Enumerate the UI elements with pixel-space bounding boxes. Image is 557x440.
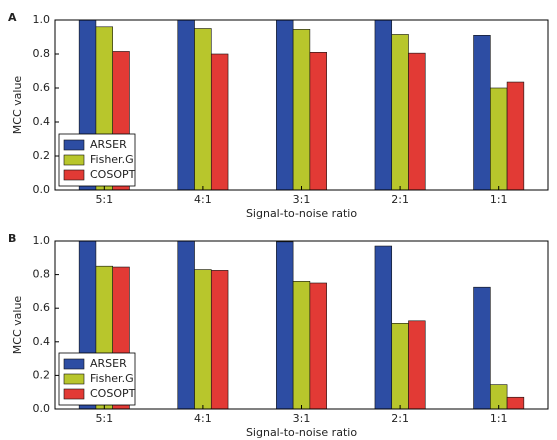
- bar: [194, 28, 212, 191]
- panel-label: B: [8, 232, 16, 245]
- legend-label: Fisher.G: [90, 372, 134, 385]
- x-tick-label: 4:1: [194, 193, 212, 206]
- y-tick-label: 0.6: [33, 301, 51, 314]
- bar: [177, 240, 195, 410]
- x-axis-label: Signal-to-noise ratio: [246, 207, 357, 220]
- x-tick-label: 5:1: [95, 412, 113, 425]
- bar: [391, 323, 409, 410]
- bar: [210, 270, 229, 410]
- bar: [374, 245, 393, 410]
- x-tick-label: 4:1: [194, 412, 212, 425]
- bar: [408, 52, 426, 191]
- bar: [408, 320, 426, 410]
- y-axis-label: MCC value: [11, 296, 24, 355]
- bar: [309, 51, 327, 191]
- y-tick-label: 1.0: [33, 13, 51, 26]
- legend-label: ARSER: [90, 138, 127, 151]
- legend-swatch: [63, 154, 85, 166]
- legend-swatch: [63, 139, 85, 151]
- y-tick-label: 0.2: [33, 368, 51, 381]
- y-tick-label: 0.4: [33, 115, 51, 128]
- y-tick-label: 0.8: [33, 268, 51, 281]
- legend-swatch: [63, 388, 85, 400]
- x-tick-label: 1:1: [490, 193, 508, 206]
- bar: [473, 286, 491, 410]
- y-tick-label: 0.6: [33, 81, 51, 94]
- bar: [490, 87, 508, 191]
- plot-frame: [54, 19, 549, 191]
- y-tick-label: 0.0: [33, 402, 51, 415]
- plot-frame: [54, 240, 549, 410]
- y-tick-label: 0.2: [33, 149, 51, 162]
- bar: [506, 396, 525, 410]
- bar: [276, 241, 294, 410]
- y-tick-label: 1.0: [33, 234, 51, 247]
- x-tick-label: 2:1: [391, 412, 409, 425]
- x-axis-label: Signal-to-noise ratio: [246, 426, 357, 439]
- bar: [473, 34, 491, 191]
- x-tick-label: 5:1: [95, 193, 113, 206]
- bar: [391, 34, 409, 191]
- x-tick-label: 3:1: [293, 412, 311, 425]
- bar: [177, 19, 195, 191]
- legend-label: Fisher.G: [90, 153, 134, 166]
- legend-label: COSOPT: [90, 387, 136, 400]
- bar: [292, 29, 311, 191]
- bar: [194, 269, 212, 410]
- legend-label: COSOPT: [90, 168, 136, 181]
- y-tick-label: 0.4: [33, 335, 51, 348]
- bar: [506, 81, 525, 191]
- panel-label: A: [8, 11, 17, 24]
- bar: [374, 19, 393, 191]
- bar: [309, 282, 327, 410]
- bar: [210, 53, 229, 191]
- y-tick-label: 0.0: [33, 183, 51, 196]
- bar: [292, 281, 311, 410]
- x-tick-label: 1:1: [490, 412, 508, 425]
- legend-swatch: [63, 169, 85, 181]
- bar: [276, 19, 294, 191]
- legend-swatch: [63, 358, 85, 370]
- legend-swatch: [63, 373, 85, 385]
- y-tick-label: 0.8: [33, 47, 51, 60]
- legend-label: ARSER: [90, 357, 127, 370]
- y-axis-label: MCC value: [11, 76, 24, 135]
- x-tick-label: 3:1: [293, 193, 311, 206]
- x-tick-label: 2:1: [391, 193, 409, 206]
